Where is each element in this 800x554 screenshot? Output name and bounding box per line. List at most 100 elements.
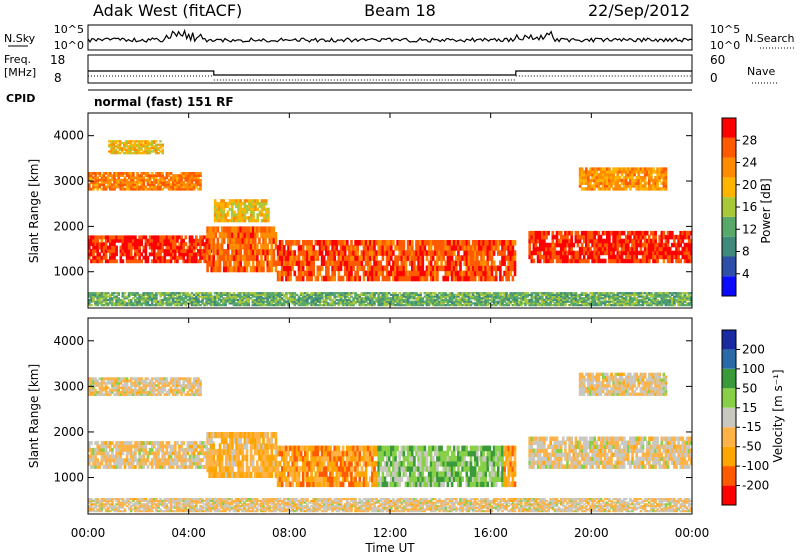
data-cell xyxy=(247,249,251,256)
data-cell xyxy=(461,297,464,300)
data-cell xyxy=(354,297,357,300)
data-cell xyxy=(591,298,594,302)
data-cell xyxy=(199,185,202,189)
data-cell xyxy=(213,210,217,214)
data-cell xyxy=(503,298,506,302)
data-cell xyxy=(589,167,592,171)
data-cell xyxy=(176,181,179,184)
data-cell xyxy=(235,237,238,244)
data-cell xyxy=(188,259,192,264)
data-cell xyxy=(385,300,389,303)
data-cell xyxy=(404,298,408,302)
data-cell xyxy=(509,260,513,266)
data-cell xyxy=(206,249,209,256)
data-cell xyxy=(488,245,492,251)
data-cell xyxy=(216,213,219,217)
data-cell xyxy=(415,240,418,246)
data-cell xyxy=(180,238,183,243)
data-cell xyxy=(578,170,582,174)
data-cell xyxy=(209,292,213,295)
data-cell xyxy=(562,295,565,298)
data-cell xyxy=(180,245,183,250)
data-cell xyxy=(192,298,196,302)
data-cell xyxy=(599,238,603,244)
station-title: Adak West (fitACF) xyxy=(93,1,242,20)
data-cell xyxy=(239,266,242,273)
data-cell xyxy=(463,302,466,305)
data-cell xyxy=(555,258,559,264)
data-cell xyxy=(360,293,364,296)
data-cell xyxy=(341,298,345,302)
data-cell xyxy=(310,240,313,246)
data-cell xyxy=(618,254,622,260)
data-cell xyxy=(278,304,282,307)
data-cell xyxy=(224,292,227,295)
data-cell xyxy=(234,295,238,298)
data-cell xyxy=(190,292,194,295)
data-cell xyxy=(664,238,668,244)
data-cell xyxy=(383,302,387,305)
data-cell xyxy=(104,172,108,175)
data-cell xyxy=(144,293,148,296)
data-cell xyxy=(599,187,603,191)
data-cell xyxy=(215,292,219,295)
data-cell xyxy=(195,174,198,177)
data-cell xyxy=(641,184,645,188)
data-cell xyxy=(114,140,118,143)
data-cell xyxy=(174,178,177,182)
data-cell xyxy=(94,304,97,307)
data-cell xyxy=(325,275,328,282)
data-cell xyxy=(272,304,276,307)
data-cell xyxy=(119,298,123,302)
data-cell xyxy=(404,270,408,277)
data-cell xyxy=(260,213,264,217)
data-cell xyxy=(400,260,404,266)
data-cell xyxy=(157,187,160,191)
data-cell xyxy=(645,302,649,305)
data-cell xyxy=(497,240,500,246)
data-cell xyxy=(385,293,389,296)
data-cell xyxy=(448,245,452,251)
data-cell xyxy=(549,300,552,303)
data-cell xyxy=(256,226,259,233)
data-cell xyxy=(333,270,336,277)
data-cell xyxy=(593,173,596,177)
data-cell xyxy=(383,292,387,295)
data-cell xyxy=(109,183,112,187)
data-cell xyxy=(421,245,425,251)
data-cell xyxy=(614,297,617,300)
data-cell xyxy=(438,255,441,261)
data-cell xyxy=(245,295,248,298)
data-cell xyxy=(645,300,649,303)
data-cell xyxy=(188,245,192,250)
data-cell xyxy=(377,304,380,307)
data-cell xyxy=(603,300,607,303)
data-cell xyxy=(329,250,332,256)
data-cell xyxy=(90,242,93,247)
data-cell xyxy=(509,295,513,298)
data-cell xyxy=(92,255,95,260)
data-cell xyxy=(251,237,255,244)
data-cell xyxy=(348,265,351,272)
data-cell xyxy=(98,300,102,303)
data-cell xyxy=(385,250,389,256)
data-cell xyxy=(297,297,301,300)
data-cell xyxy=(675,292,678,295)
data-cell xyxy=(562,246,565,252)
data-cell xyxy=(597,292,601,295)
data-cell xyxy=(278,298,282,302)
data-cell xyxy=(140,172,143,175)
data-cell xyxy=(142,140,145,143)
data-cell xyxy=(438,297,441,300)
data-cell xyxy=(335,265,339,272)
data-cell xyxy=(239,302,242,305)
data-cell xyxy=(236,304,240,307)
data-cell xyxy=(161,143,164,146)
data-cell xyxy=(635,258,638,264)
data-cell xyxy=(406,295,410,298)
data-cell xyxy=(547,302,550,305)
data-cell xyxy=(125,143,128,146)
data-cell xyxy=(461,270,464,277)
data-cell xyxy=(291,292,294,295)
data-cell xyxy=(169,255,173,260)
